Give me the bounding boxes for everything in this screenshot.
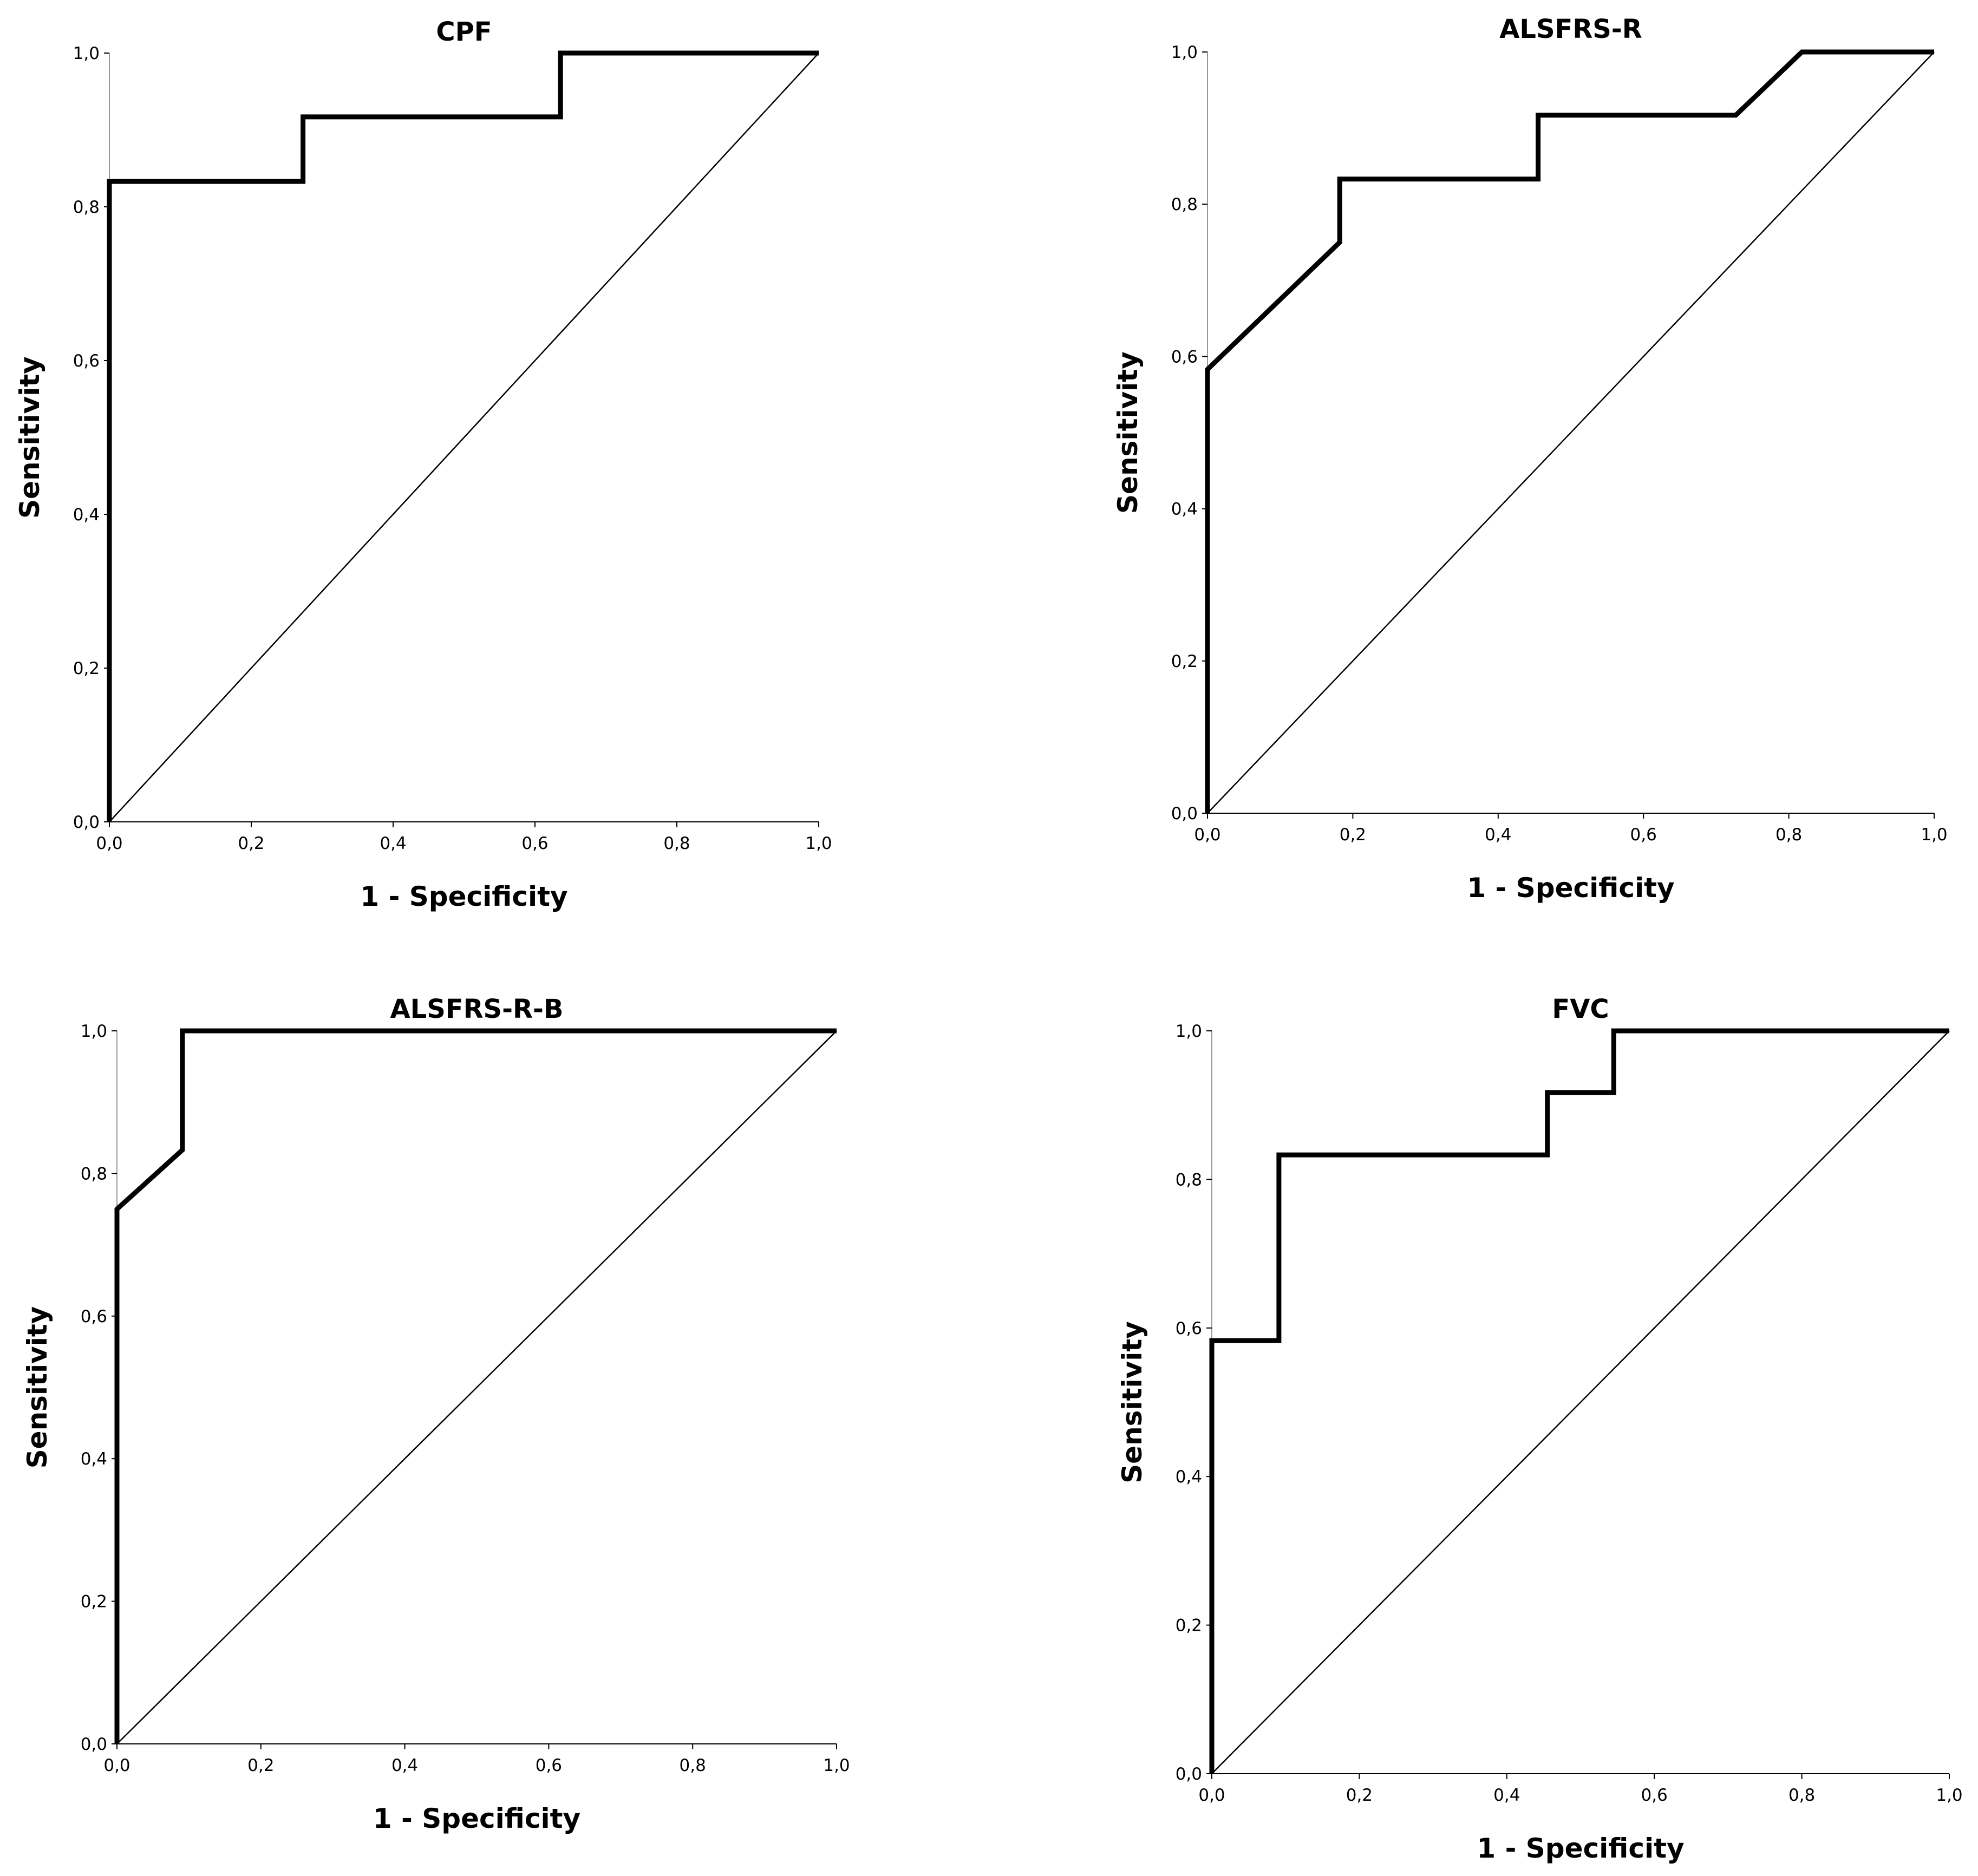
y-tick-label: 0,4 xyxy=(1176,1467,1202,1487)
reference-line xyxy=(1211,1030,1950,1774)
x-tick-label: 0,0 xyxy=(103,1756,130,1775)
y-tick-label: 0,8 xyxy=(1171,195,1198,214)
chart-title: ALSFRS-R xyxy=(1499,14,1642,44)
y-axis-label: Sensitivity xyxy=(14,356,45,519)
reference-line xyxy=(1207,51,1935,814)
chart-panel-alsfrs-r-b: ALSFRS-R-B 0,0 0,2 0,4 0,6 0,8 1,0 0,0 0,2 0,4 0,6… xyxy=(22,994,850,1834)
x-tick-label: 0,8 xyxy=(1788,1786,1815,1805)
y-axis-label: Sensitivity xyxy=(1117,1321,1148,1483)
x-tick-label: 0,4 xyxy=(380,834,406,853)
chart-title: CPF xyxy=(436,17,492,47)
reference-line xyxy=(109,53,819,822)
x-axis-label: 1 - Specificity xyxy=(360,881,567,912)
x-axis-label: 1 - Specificity xyxy=(1477,1833,1684,1864)
roc-curve-line xyxy=(114,1028,837,1744)
y-tick-label: 0,2 xyxy=(73,659,100,678)
x-tick-label: 0,8 xyxy=(663,834,690,853)
x-tick-label: 0,8 xyxy=(1775,825,1802,845)
chart-panel-cpf: CPF 0,0 0,2 0,4 0,6 0,8 1,0 0,0 0,2 0,4 0,6 0,8 1,0 1… xyxy=(14,17,832,912)
y-tick-label: 0,6 xyxy=(1176,1319,1202,1338)
y-tick-label: 0,2 xyxy=(1176,1616,1202,1636)
y-tick-label: 0,0 xyxy=(81,1735,107,1754)
y-tick-label: 0,6 xyxy=(81,1307,107,1326)
y-tick-label: 0,4 xyxy=(1171,500,1198,519)
y-tick-label: 0,4 xyxy=(73,505,100,525)
y-tick-label: 0,2 xyxy=(1171,652,1198,671)
x-tick-label: 0,6 xyxy=(1641,1786,1668,1805)
x-tick-label: 1,0 xyxy=(1921,825,1947,845)
roc-curve-line xyxy=(1209,1028,1949,1774)
chart-title: ALSFRS-R-B xyxy=(390,994,563,1024)
x-tick-label: 0,2 xyxy=(1340,825,1366,845)
y-axis-label: Sensitivity xyxy=(22,1306,53,1469)
x-tick-label: 0,6 xyxy=(536,1756,562,1775)
y-tick-label: 0,0 xyxy=(1176,1764,1202,1784)
reference-line xyxy=(116,1030,837,1744)
y-tick-label: 0,2 xyxy=(81,1592,107,1612)
x-tick-label: 1,0 xyxy=(805,834,832,853)
y-tick-label: 0,4 xyxy=(81,1449,107,1469)
chart-panel-alsfrs-r: ALSFRS-R 0,0 0,2 0,4 0,6 0,8 1,0 0,0 0,2 0,4 0,6 0,… xyxy=(1112,14,1948,904)
x-axis-label: 1 - Specificity xyxy=(373,1803,580,1834)
roc-curve-line xyxy=(107,50,819,822)
x-tick-label: 0,4 xyxy=(1493,1786,1520,1805)
x-axis-label: 1 - Specificity xyxy=(1467,872,1674,904)
y-tick-label: 0,0 xyxy=(1171,804,1198,823)
y-tick-label: 1,0 xyxy=(1176,1022,1202,1041)
x-tick-label: 0,6 xyxy=(521,834,548,853)
roc-curve-line xyxy=(1205,49,1934,813)
x-tick-label: 0,2 xyxy=(1346,1786,1373,1805)
x-tick-label: 1,0 xyxy=(1936,1786,1962,1805)
x-tick-label: 0,2 xyxy=(238,834,264,853)
y-tick-label: 0,6 xyxy=(1171,347,1198,367)
y-axis-label: Sensitivity xyxy=(1112,351,1144,514)
y-tick-label: 0,8 xyxy=(1176,1170,1202,1189)
y-tick-label: 0,8 xyxy=(81,1164,107,1184)
x-tick-label: 0,2 xyxy=(247,1756,274,1775)
y-tick-label: 1,0 xyxy=(73,44,100,63)
chart-title: FVC xyxy=(1552,994,1609,1024)
x-tick-label: 1,0 xyxy=(823,1756,850,1775)
y-tick-label: 1,0 xyxy=(1171,43,1198,62)
y-tick-label: 0,8 xyxy=(73,198,100,217)
y-tick-label: 0,6 xyxy=(73,351,100,371)
x-tick-label: 0,4 xyxy=(1485,825,1511,845)
x-tick-label: 0,0 xyxy=(96,834,122,853)
x-tick-label: 0,8 xyxy=(680,1756,706,1775)
x-tick-label: 0,4 xyxy=(391,1756,418,1775)
chart-panel-fvc: FVC 0,0 0,2 0,4 0,6 0,8 1,0 0,0 0,2 0,4 0,6 0,8 1,0 1… xyxy=(1117,994,1963,1864)
x-tick-label: 0,0 xyxy=(1198,1786,1225,1805)
x-tick-label: 0,6 xyxy=(1630,825,1657,845)
x-tick-label: 0,0 xyxy=(1194,825,1220,845)
y-tick-label: 1,0 xyxy=(81,1022,107,1041)
y-tick-label: 0,0 xyxy=(73,813,100,832)
